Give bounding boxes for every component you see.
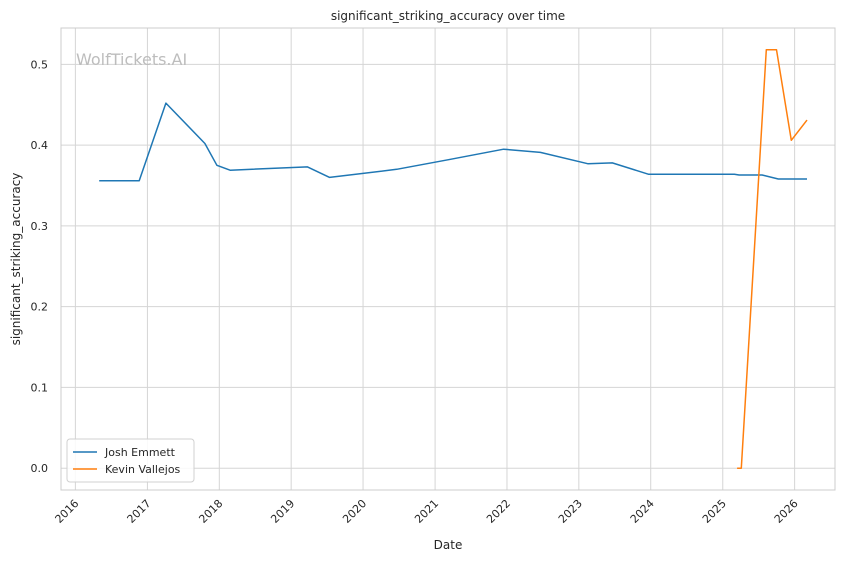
x-tick-label: 2022 xyxy=(484,497,513,526)
series-lines xyxy=(99,49,808,469)
x-axis-ticks: 2016 2017 2018 2019 2020 2021 2022 2023 2024 2025… xyxy=(53,497,801,526)
y-tick-label: 0.2 xyxy=(31,301,49,314)
x-tick-label: 2026 xyxy=(772,497,801,526)
x-tick-label: 2016 xyxy=(53,497,82,526)
legend-label: Kevin Vallejos xyxy=(105,463,181,476)
legend: Josh Emmett Kevin Vallejos xyxy=(66,438,195,483)
series-line-0 xyxy=(99,102,807,182)
x-tick-label: 2023 xyxy=(556,497,585,526)
grid xyxy=(61,28,835,490)
y-tick-label: 0.3 xyxy=(31,220,49,233)
x-tick-label: 2017 xyxy=(125,497,154,526)
x-tick-label: 2025 xyxy=(700,497,729,526)
y-axis-ticks: 0.0 0.1 0.2 0.3 0.4 0.5 xyxy=(31,58,49,475)
x-tick-label: 2019 xyxy=(268,497,297,526)
series-line-1 xyxy=(737,49,808,469)
x-tick-label: 2021 xyxy=(412,497,441,526)
x-tick-label: 2020 xyxy=(340,497,369,526)
legend-label: Josh Emmett xyxy=(104,446,176,459)
x-axis-label: Date xyxy=(434,538,463,552)
x-tick-label: 2018 xyxy=(196,497,225,526)
legend-box xyxy=(66,438,195,483)
y-tick-label: 0.5 xyxy=(31,58,49,71)
y-tick-label: 0.4 xyxy=(31,139,49,152)
chart-title: significant_striking_accuracy over time xyxy=(331,9,565,23)
y-tick-label: 0.0 xyxy=(31,462,49,475)
y-tick-label: 0.1 xyxy=(31,381,49,394)
y-axis-label: significant_striking_accuracy xyxy=(9,173,23,346)
plot-area-frame xyxy=(60,27,836,491)
watermark-text: WolfTickets.AI xyxy=(76,50,187,69)
x-tick-label: 2024 xyxy=(628,497,657,526)
